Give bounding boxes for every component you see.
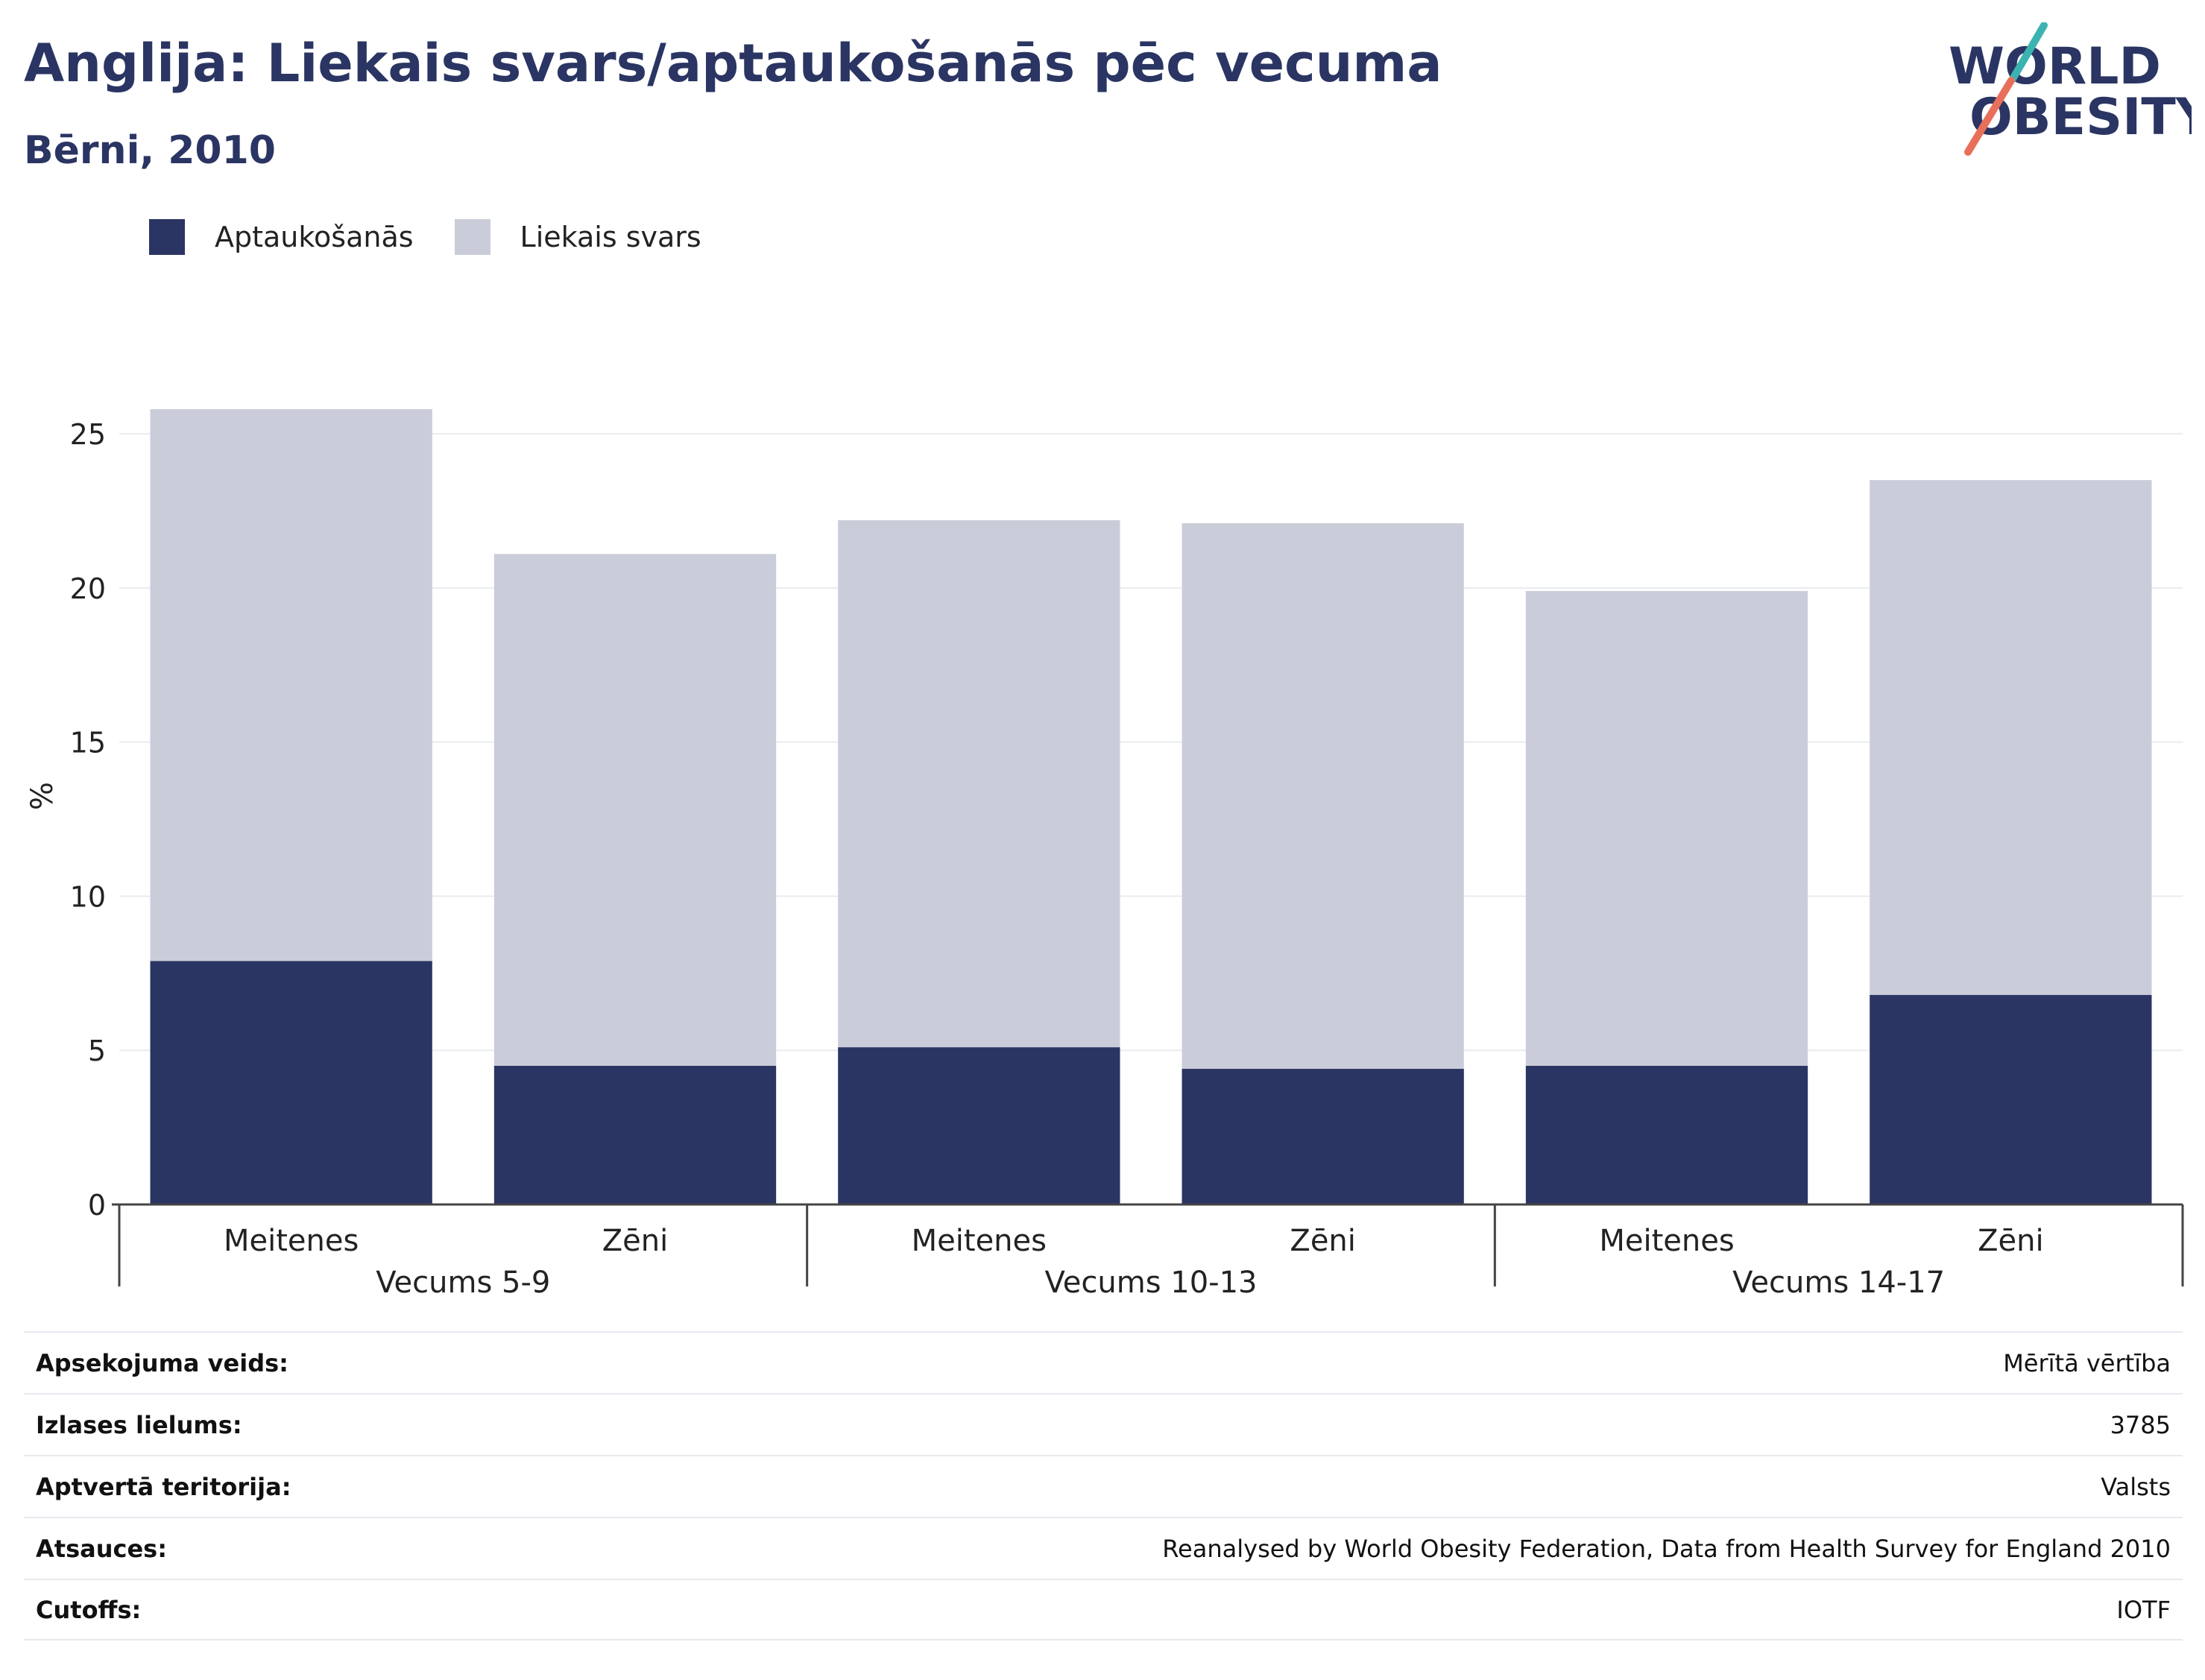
legend-swatch-overweight <box>454 219 490 255</box>
legend-label-overweight: Liekais svars <box>520 221 701 253</box>
bar-overweight <box>1182 522 1464 1070</box>
meta-row-cutoffs: Cutoffs: IOTF <box>24 1579 2183 1640</box>
x-category-label: Meitenes <box>912 1224 1047 1258</box>
logo-word-world: WORLD <box>1949 37 2161 96</box>
bar-overweight <box>838 520 1120 1048</box>
y-axis-title: % <box>25 782 60 810</box>
legend-item-overweight[interactable]: Liekais svars <box>454 219 701 255</box>
legend-item-obesity[interactable]: Aptaukošanās <box>149 219 414 255</box>
meta-value: Mērītā vērtība <box>2003 1348 2171 1377</box>
x-category-label: Zēni <box>1978 1224 2043 1258</box>
meta-row-references: Atsauces: Reanalysed by World Obesity Fe… <box>24 1517 2183 1579</box>
chart-title: Anglija: Liekais svars/aptaukošanās pēc … <box>24 33 1442 94</box>
x-category-label: Zēni <box>602 1224 668 1258</box>
meta-label: Apsekojuma veids: <box>36 1348 288 1377</box>
x-category-label: Zēni <box>1290 1224 1355 1258</box>
logo-coral-stroke <box>1964 77 2015 156</box>
meta-row-sample-size: Izlases lielums: 3785 <box>24 1393 2183 1455</box>
bar-overweight <box>150 408 432 961</box>
y-tick-label: 5 <box>88 1035 106 1067</box>
survey-metadata-table: Apsekojuma veids: Mērītā vērtība Izlases… <box>24 1331 2183 1640</box>
meta-value: Valsts <box>2101 1472 2171 1501</box>
x-group-label: Vecums 14-17 <box>1732 1266 1945 1300</box>
bar-obesity <box>493 1065 777 1204</box>
bar-obesity <box>838 1047 1120 1204</box>
x-group-label: Vecums 10-13 <box>1045 1266 1258 1300</box>
world-obesity-logo: WORLD OBESITY <box>1949 22 2192 156</box>
chart-subtitle: Bērni, 2010 <box>24 128 276 173</box>
meta-value: IOTF <box>2116 1595 2171 1624</box>
y-tick-label: 20 <box>70 572 106 605</box>
meta-label: Aptvertā teritorija: <box>36 1472 291 1501</box>
meta-label: Cutoffs: <box>36 1595 142 1624</box>
y-tick-label: 15 <box>70 727 106 760</box>
x-group-label: Vecums 5-9 <box>376 1266 550 1300</box>
bar-overweight <box>1870 480 2152 995</box>
chart-legend: Aptaukošanās Liekais svars <box>149 219 742 255</box>
meta-value: 3785 <box>2110 1410 2171 1439</box>
logo-word-obesity: OBESITY <box>1969 88 2192 147</box>
bar-overweight <box>493 554 777 1066</box>
bar-obesity <box>1870 994 2152 1204</box>
y-tick-label: 25 <box>70 418 106 451</box>
x-category-label: Meitenes <box>224 1224 359 1258</box>
bar-obesity <box>1182 1069 1464 1204</box>
bar-obesity <box>150 961 432 1204</box>
stacked-bar-chart: 0 5 10 15 20 25% Meitenes Zēni Meitenes Zēni Meite… <box>25 408 2184 1300</box>
logo-teal-stroke <box>2009 22 2048 83</box>
bar-overweight <box>1525 590 1808 1066</box>
y-tick-label: 10 <box>70 880 106 913</box>
y-tick-label: 0 <box>88 1189 106 1222</box>
meta-label: Atsauces: <box>36 1534 167 1563</box>
legend-swatch-obesity <box>149 219 185 255</box>
x-category-label: Meitenes <box>1599 1224 1734 1258</box>
legend-label-obesity: Aptaukošanās <box>215 221 414 253</box>
meta-label: Izlases lielums: <box>36 1410 242 1439</box>
meta-row-survey-type: Apsekojuma veids: Mērītā vērtība <box>24 1331 2183 1393</box>
meta-value: Reanalysed by World Obesity Federation, … <box>1162 1534 2171 1563</box>
bar-obesity <box>1525 1065 1808 1204</box>
meta-row-coverage: Aptvertā teritorija: Valsts <box>24 1455 2183 1517</box>
